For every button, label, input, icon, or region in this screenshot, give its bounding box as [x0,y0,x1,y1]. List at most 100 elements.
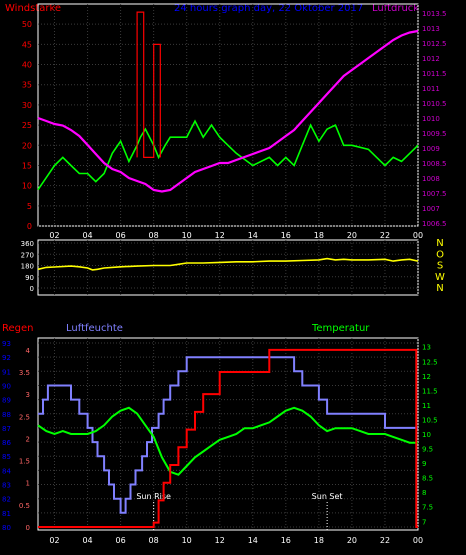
wind-gust-line [136,11,161,158]
direction-tick-label: 0 [30,285,34,293]
temperature-label: Temperatur [311,323,370,334]
rain-tick-label: 3 [26,391,30,399]
humidity-tick-label: 80 [2,524,11,532]
time-tick-label: 06 [116,536,126,545]
time-tick-label: 16 [281,231,291,240]
pressure-tick-label: 1011.5 [422,70,447,78]
date-title: 24 hours graph day, 22 Oktober 2017 [174,3,363,14]
pressure-tick-label: 1010.5 [422,100,447,108]
time-tick-label: 14 [248,231,258,240]
direction-tick-label: 270 [21,251,34,259]
time-tick-label: 02 [49,231,59,240]
time-tick-label: 08 [149,231,159,240]
wind-tick-label: 15 [22,161,32,170]
sunrise-label: Sun Rise [136,492,171,501]
time-tick-label: 00 [413,536,423,545]
humidity-tick-label: 82 [2,496,11,504]
temperature-tick-label: 13 [422,344,431,352]
temperature-tick-label: 12 [422,373,431,381]
wind-axis: 0 5 10 15 20 25 30 35 40 45 50 [22,20,32,231]
direction-axis: 0 90 180 270 360 [21,240,34,293]
rain-humidity-temp-series [37,348,418,528]
humidity-tick-label: 91 [2,368,11,376]
pressure-tick-label: 1007.5 [422,190,447,198]
direction-tick-label: 360 [21,240,34,248]
pressure-tick-label: 1012 [422,55,440,63]
wind-speed-line [37,119,419,191]
time-tick-label: 18 [314,536,324,545]
pressure-line [37,29,419,193]
direction-letter: O [436,249,444,260]
direction-letter: N [436,283,443,294]
time-tick-label: 06 [116,231,126,240]
wind-tick-label: 45 [22,40,32,49]
time-tick-label: 20 [347,536,357,545]
rain-tick-label: 3.5 [19,369,30,377]
direction-letter: N [436,238,443,249]
humidity-tick-label: 90 [2,382,11,390]
rain-line [38,348,418,528]
direction-letter: S [437,261,443,272]
humidity-tick-label: 81 [2,510,11,518]
rain-axis: 0 0.5 1 1.5 2 2.5 3 3.5 4 [19,347,31,532]
sunset-label: Sun Set [312,492,343,501]
rain-tick-label: 0 [26,524,30,532]
pressure-tick-label: 1007 [422,205,440,213]
humidity-tick-label: 86 [2,439,11,447]
time-tick-label: 22 [380,231,390,240]
temperature-tick-label: 12.5 [422,358,438,366]
rain-tick-label: 2.5 [19,413,30,421]
temperature-tick-label: 9.5 [422,446,433,454]
temperature-tick-label: 7 [422,518,426,526]
temperature-tick-label: 9 [422,460,426,468]
direction-tick-label: 180 [21,263,34,271]
pressure-tick-label: 1013.5 [422,10,447,18]
wind-tick-label: 40 [22,61,32,70]
pressure-tick-label: 1013 [422,25,440,33]
time-tick-label: 12 [215,231,225,240]
time-tick-label: 10 [182,231,192,240]
pressure-tick-label: 1006.5 [422,220,447,228]
wind-direction-line [37,257,419,271]
humidity-tick-label: 84 [2,467,11,475]
time-tick-label: 04 [82,536,92,545]
humidity-tick-label: 85 [2,453,11,461]
pressure-tick-label: 1012.5 [422,40,447,48]
time-tick-label: 20 [347,231,357,240]
pressure-tick-label: 1011 [422,85,440,93]
time-axis-top: 02 04 06 08 10 12 14 16 18 20 22 00 [49,231,423,240]
temperature-tick-label: 8.5 [422,475,433,483]
humidity-label: Luftfeuchte [66,323,123,334]
humidity-axis: 80 81 82 83 84 85 86 87 88 89 90 91 92 93 [2,340,11,532]
wind-pressure-series [37,11,419,193]
humidity-tick-label: 89 [2,397,11,405]
humidity-tick-label: 92 [2,354,11,362]
humidity-tick-label: 83 [2,482,11,490]
wind-tick-label: 5 [27,202,32,211]
time-tick-label: 10 [182,536,192,545]
time-tick-label: 22 [380,536,390,545]
wind-tick-label: 10 [22,182,32,191]
rain-tick-label: 1 [26,480,30,488]
temperature-tick-label: 11.5 [422,387,438,395]
wind-tick-label: 50 [22,20,32,29]
rain-tick-label: 4 [26,347,31,355]
pressure-title: Luftdruck [372,3,419,14]
temperature-tick-label: 10 [422,431,431,439]
rain-tick-label: 2 [26,435,30,443]
temperature-tick-label: 11 [422,402,431,410]
panel-wind-direction-grid [38,240,419,295]
pressure-tick-label: 1008 [422,175,440,183]
wind-tick-label: 35 [22,81,32,90]
time-tick-label: 18 [314,231,324,240]
direction-tick-label: 90 [25,274,34,282]
temperature-tick-label: 7.5 [422,504,433,512]
time-tick-label: 02 [49,536,59,545]
time-axis-bottom: 02 04 06 08 10 12 14 16 18 20 22 00 [49,536,423,545]
pressure-tick-label: 1010 [422,115,440,123]
